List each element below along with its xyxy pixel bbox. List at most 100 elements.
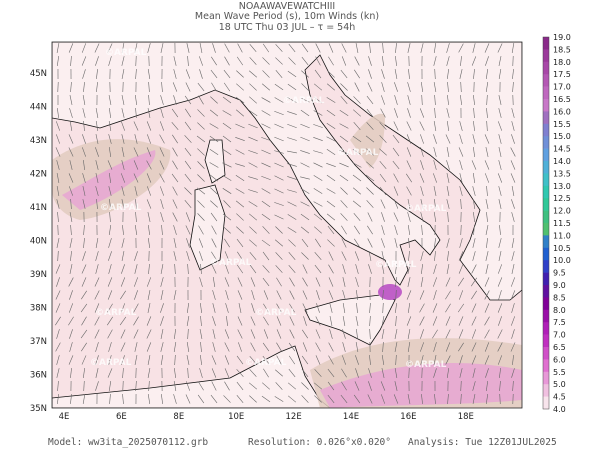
wind-barb bbox=[329, 316, 333, 326]
wind-barb bbox=[511, 251, 515, 261]
wind-barb bbox=[224, 43, 230, 53]
wind-barb bbox=[274, 83, 284, 91]
wind-barb bbox=[133, 277, 139, 287]
wind-barb bbox=[261, 97, 271, 103]
wind-barb bbox=[147, 238, 151, 248]
wind-barb bbox=[108, 121, 112, 131]
wind-barb bbox=[420, 134, 424, 144]
wind-barb bbox=[187, 55, 189, 67]
wind-barb bbox=[433, 43, 437, 53]
wind-barb bbox=[249, 251, 257, 261]
lat-label: 42N bbox=[30, 170, 47, 180]
wind-barb bbox=[108, 56, 112, 66]
colorbar-label: 15.5 bbox=[553, 120, 571, 129]
colorbar-label: 18.0 bbox=[553, 58, 571, 67]
wind-barb bbox=[408, 367, 410, 379]
wind-barb bbox=[381, 251, 385, 261]
colorbar-label: 11.0 bbox=[553, 231, 571, 240]
wind-barb bbox=[458, 43, 464, 53]
wind-barb bbox=[68, 43, 74, 53]
wind-barb bbox=[261, 188, 271, 194]
wind-barb bbox=[326, 148, 336, 156]
wind-barb bbox=[328, 355, 334, 365]
wind-barb bbox=[511, 329, 515, 339]
wind-barb bbox=[56, 173, 60, 183]
wind-barb bbox=[313, 137, 323, 141]
lat-label: 35N bbox=[30, 404, 47, 414]
wind-barb bbox=[366, 108, 374, 118]
wind-barb bbox=[210, 394, 218, 404]
wind-barb bbox=[421, 224, 423, 236]
wind-barb bbox=[275, 265, 283, 273]
wind-barb bbox=[445, 134, 451, 144]
wind-barb bbox=[196, 135, 206, 143]
wind-barb bbox=[328, 277, 334, 287]
wind-barb bbox=[446, 108, 450, 118]
colorbar-swatch bbox=[543, 247, 549, 261]
wind-barb bbox=[108, 225, 112, 235]
wind-barb bbox=[200, 341, 202, 353]
wind-barb bbox=[96, 69, 98, 79]
wind-barb bbox=[498, 108, 502, 118]
wind-barb bbox=[315, 277, 321, 287]
wind-barb bbox=[224, 368, 230, 378]
colorbar-swatch bbox=[543, 359, 549, 373]
wind-barb bbox=[510, 147, 516, 157]
colorbar-label: 6.5 bbox=[553, 343, 566, 352]
wind-barb bbox=[512, 355, 514, 365]
wind-barb bbox=[222, 135, 232, 143]
wind-barb bbox=[352, 162, 362, 168]
wind-barb bbox=[459, 368, 463, 378]
colorbar-label: 6.0 bbox=[553, 355, 566, 364]
wind-barb bbox=[107, 290, 113, 300]
wind-barb bbox=[172, 186, 178, 196]
wind-barb bbox=[198, 225, 204, 235]
wind-barb bbox=[393, 394, 399, 404]
colorbar-label: 10.0 bbox=[553, 256, 571, 265]
wind-barb bbox=[248, 201, 258, 207]
wind-barb bbox=[171, 121, 179, 131]
wind-barb bbox=[288, 43, 296, 53]
wind-barb bbox=[365, 135, 375, 143]
lat-label: 43N bbox=[30, 136, 47, 146]
land bbox=[52, 42, 522, 301]
wind-barb bbox=[512, 380, 514, 392]
wind-barb bbox=[186, 238, 190, 248]
wind-barb bbox=[511, 212, 515, 222]
wind-barb bbox=[287, 227, 297, 233]
wind-barb bbox=[447, 95, 449, 105]
wind-barb bbox=[460, 393, 462, 405]
wind-barb bbox=[249, 356, 257, 364]
wind-barb bbox=[315, 43, 321, 53]
wind-barb bbox=[186, 316, 190, 326]
wind-barb bbox=[237, 316, 243, 326]
wind-barb bbox=[352, 200, 362, 208]
wind-barb bbox=[184, 173, 192, 183]
wind-barb bbox=[367, 82, 373, 92]
watermark: ©ARPAL bbox=[95, 308, 137, 318]
wind-barb bbox=[55, 342, 61, 352]
wind-barb bbox=[382, 302, 384, 314]
wind-barb bbox=[368, 69, 372, 79]
wind-barb bbox=[381, 95, 385, 105]
wind-barb bbox=[209, 162, 219, 168]
wind-barb bbox=[458, 342, 464, 352]
wind-barb bbox=[109, 173, 111, 183]
wind-barb bbox=[289, 290, 295, 300]
wind-barb bbox=[173, 69, 177, 79]
colorbar-label: 16.5 bbox=[553, 95, 571, 104]
lat-label: 37N bbox=[30, 337, 47, 347]
wind-barb bbox=[407, 277, 411, 287]
wind-barb bbox=[486, 94, 488, 106]
wind-barb bbox=[209, 109, 219, 117]
wind-barb bbox=[224, 381, 230, 391]
wind-barb bbox=[236, 381, 244, 391]
wind-barb bbox=[248, 70, 258, 78]
wind-barb bbox=[171, 173, 179, 183]
wind-barb bbox=[421, 94, 423, 106]
wind-barb bbox=[135, 199, 137, 209]
wind-barb bbox=[248, 189, 258, 193]
wave-field bbox=[62, 150, 156, 210]
wind-barb bbox=[261, 137, 271, 141]
wind-barb bbox=[354, 238, 360, 248]
